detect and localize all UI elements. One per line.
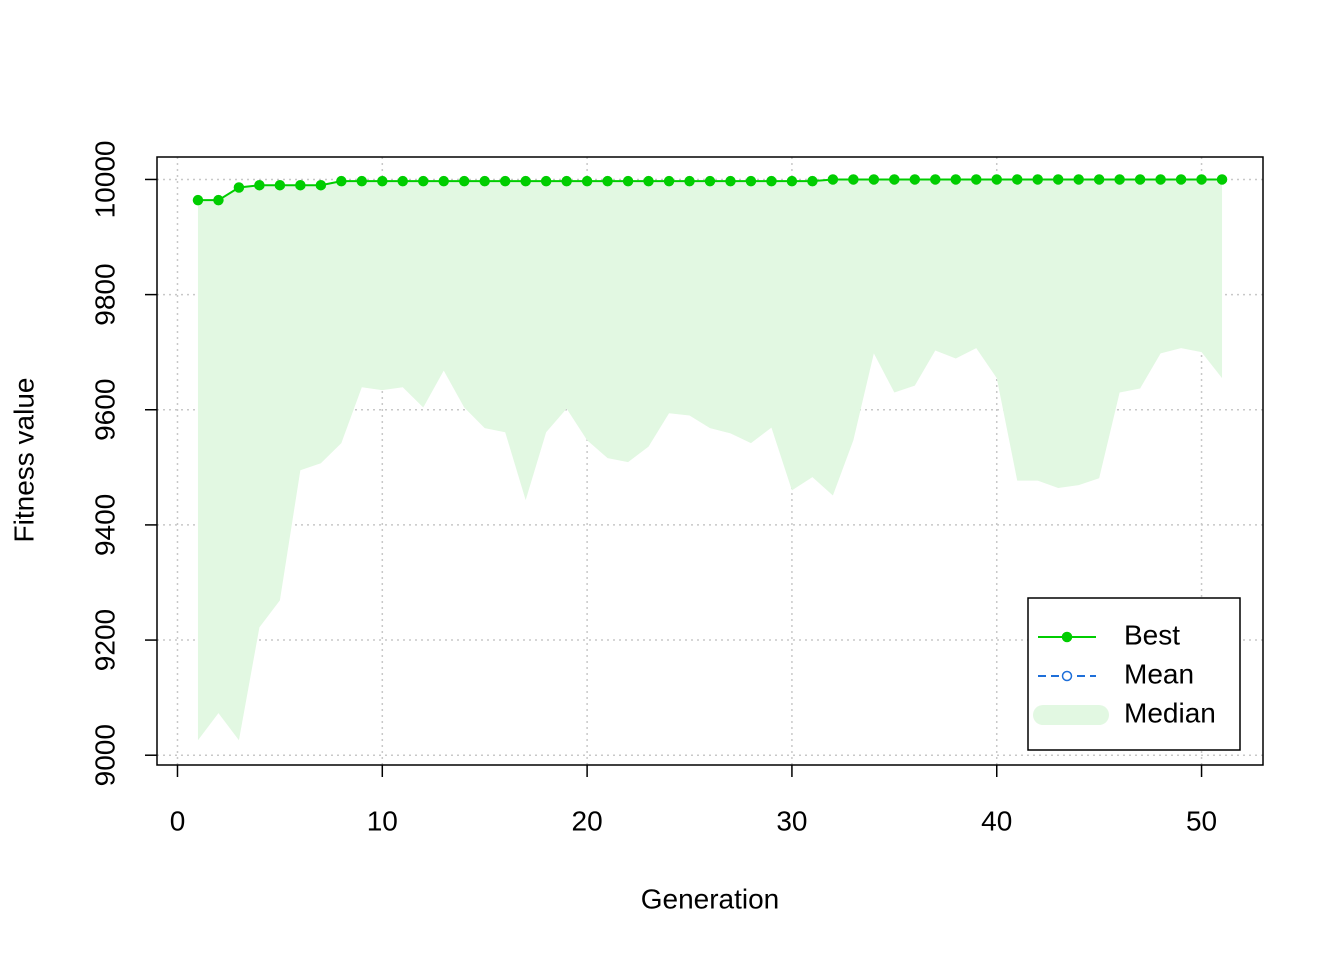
point xyxy=(397,175,409,187)
point xyxy=(479,175,490,187)
point xyxy=(1134,174,1146,185)
point xyxy=(1196,174,1207,185)
point xyxy=(930,174,941,185)
y-tick-label: 9600 xyxy=(89,379,120,441)
point xyxy=(909,174,921,185)
point xyxy=(418,175,429,187)
point xyxy=(807,175,818,187)
legend-label: Median xyxy=(1124,697,1216,728)
point xyxy=(786,175,798,187)
legend-marker xyxy=(1061,670,1073,682)
y-tick-label: 9800 xyxy=(89,263,120,325)
point xyxy=(622,175,634,187)
point xyxy=(1175,174,1187,185)
point xyxy=(848,174,859,185)
y-tick-label: 10000 xyxy=(89,141,120,219)
point xyxy=(643,175,654,187)
point xyxy=(356,175,368,187)
point xyxy=(1114,174,1125,185)
point xyxy=(1093,174,1105,185)
point xyxy=(827,174,839,185)
point xyxy=(1155,174,1166,185)
point xyxy=(1011,174,1023,185)
y-tick-label: 9200 xyxy=(89,609,120,671)
legend-label: Mean xyxy=(1124,658,1194,689)
x-axis-label: Generation xyxy=(641,883,780,914)
point xyxy=(458,175,470,187)
point xyxy=(295,179,306,191)
y-axis-label: Fitness value xyxy=(8,378,39,543)
point xyxy=(581,175,593,187)
point xyxy=(254,179,265,191)
point xyxy=(336,175,347,187)
point xyxy=(377,175,388,187)
point xyxy=(520,175,531,187)
median-area xyxy=(197,179,1223,741)
x-tick-label: 20 xyxy=(572,805,603,836)
point xyxy=(991,174,1002,185)
point xyxy=(438,175,449,187)
legend-label: Best xyxy=(1124,619,1180,650)
point xyxy=(540,175,552,187)
x-tick-label: 0 xyxy=(170,805,186,836)
plot-frame xyxy=(156,156,1264,766)
point xyxy=(213,194,224,206)
x-tick-label: 30 xyxy=(776,805,807,836)
point xyxy=(725,175,736,187)
point xyxy=(704,175,716,187)
point xyxy=(233,182,245,193)
point xyxy=(1032,174,1043,185)
point xyxy=(663,175,675,187)
y-tick-label: 9400 xyxy=(89,494,120,556)
legend-marker xyxy=(1061,631,1073,643)
point xyxy=(499,175,511,187)
point xyxy=(971,174,982,185)
point xyxy=(950,174,962,185)
point xyxy=(602,175,613,187)
x-tick-label: 10 xyxy=(367,805,398,836)
point xyxy=(1216,174,1228,185)
point xyxy=(1073,174,1084,185)
point xyxy=(889,174,900,185)
point xyxy=(745,175,757,187)
x-tick-label: 50 xyxy=(1186,805,1217,836)
point xyxy=(561,175,572,187)
point xyxy=(315,179,327,191)
legend: Best Mean Median xyxy=(1027,597,1241,751)
point xyxy=(684,175,695,187)
x-tick-label: 40 xyxy=(981,805,1012,836)
point xyxy=(766,175,777,187)
point xyxy=(1052,174,1064,185)
point xyxy=(192,194,204,206)
point xyxy=(274,179,286,191)
y-tick-label: 9000 xyxy=(89,724,120,786)
point xyxy=(868,174,880,185)
